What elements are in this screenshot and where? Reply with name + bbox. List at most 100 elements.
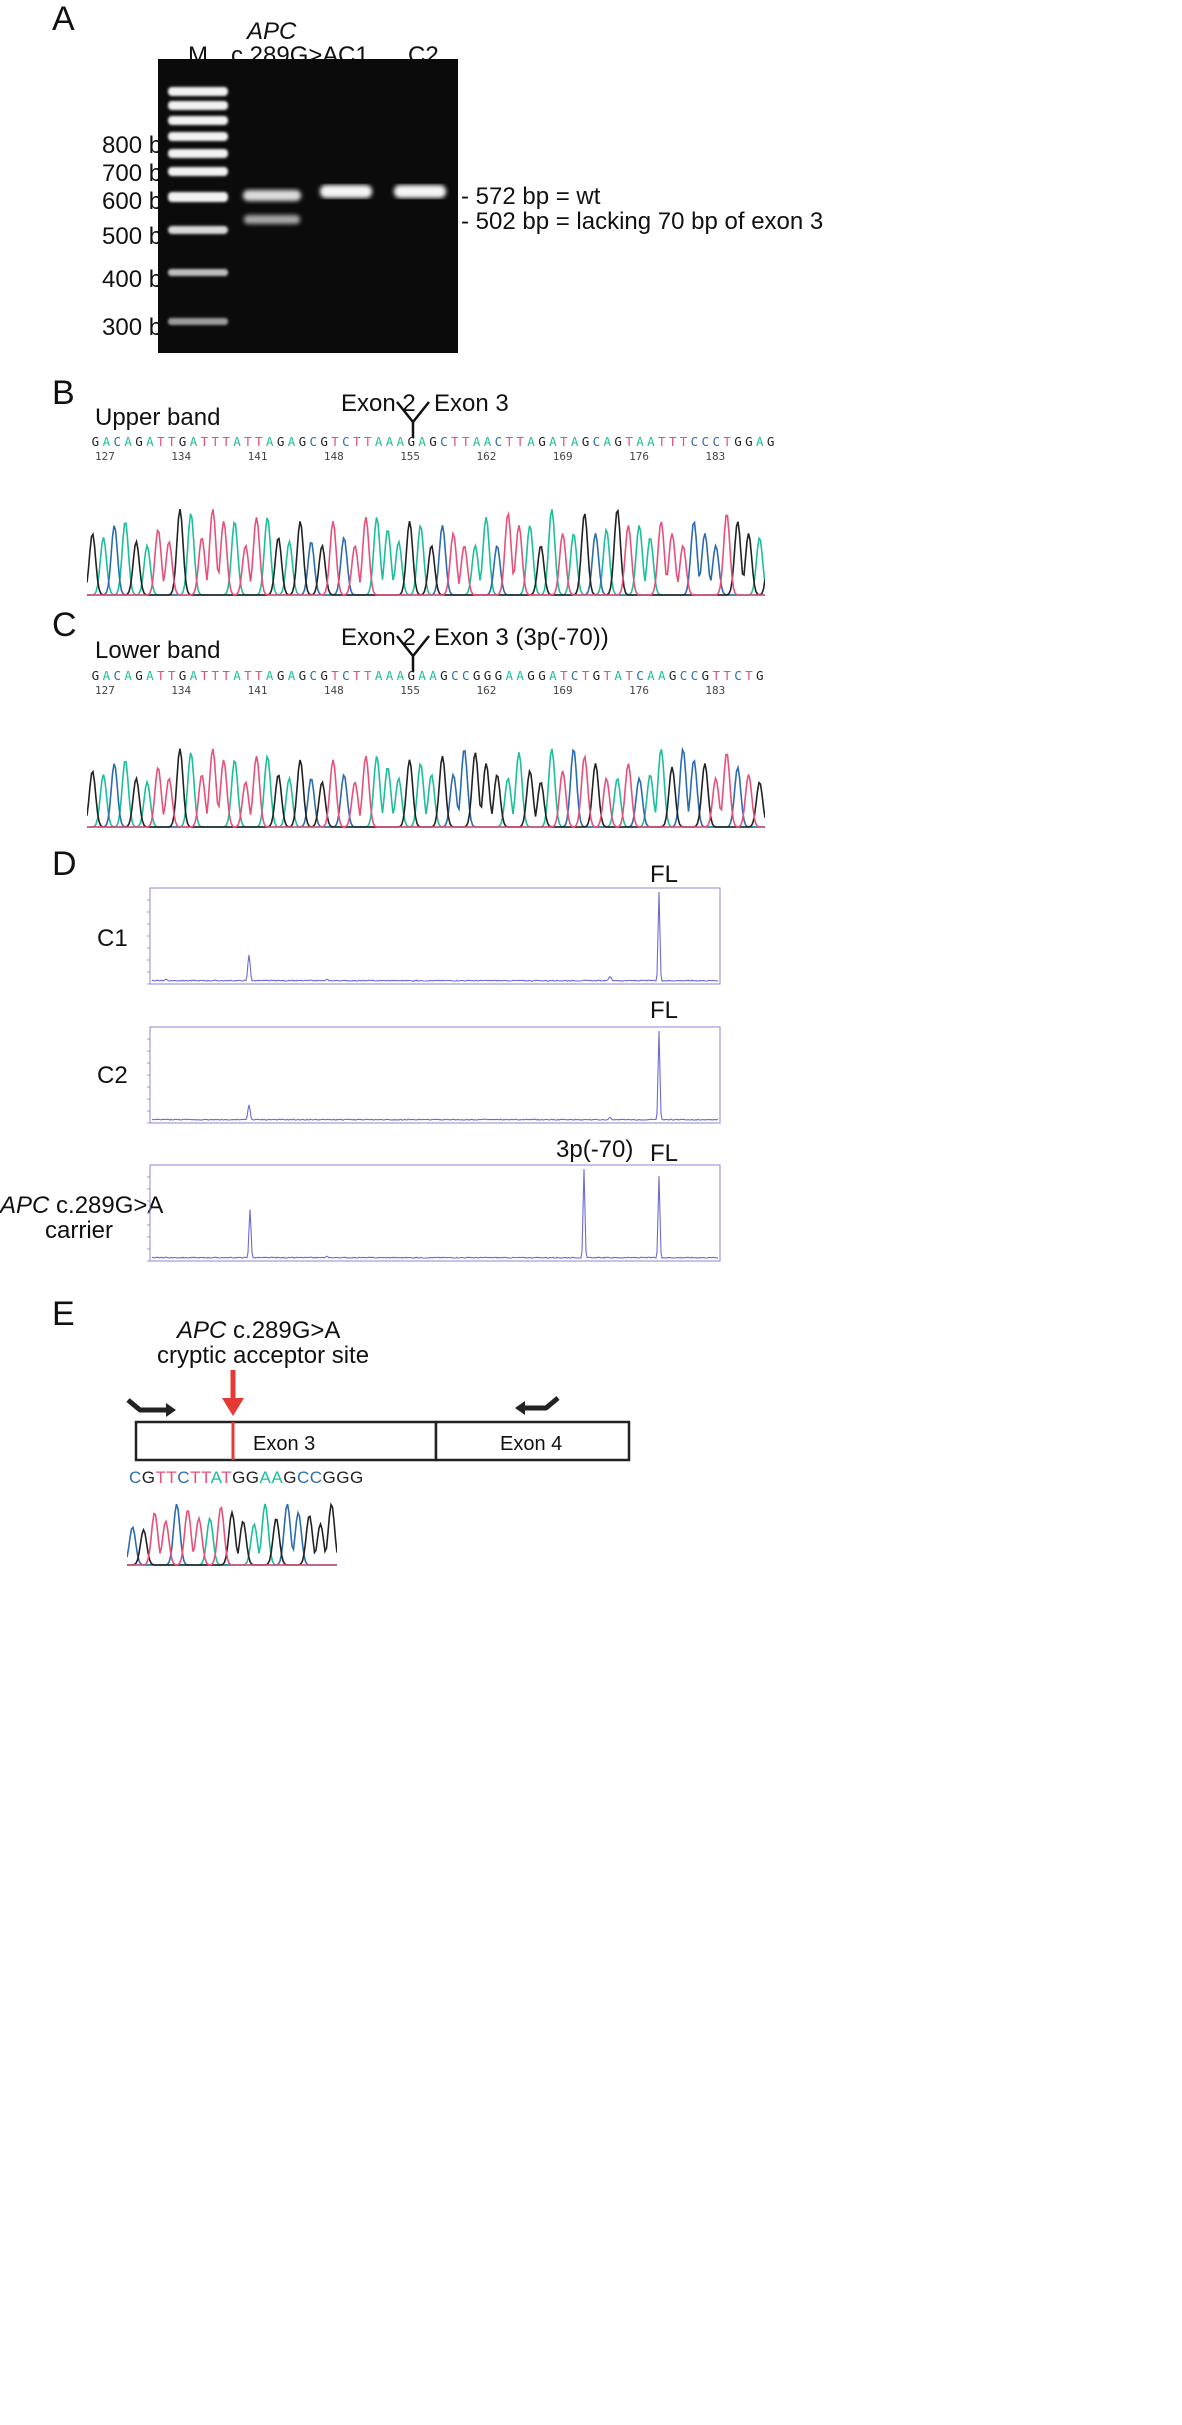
base-letter: T [363,434,372,449]
band-lacking-label: - 502 bp = lacking 70 bp of exon 3 [461,208,824,235]
base-letter: T [157,434,165,449]
d-row1-label: C1 [97,925,128,952]
base-letter: G [135,434,143,449]
base-letter: T [668,434,677,449]
capillary-trace-c1 [147,887,721,985]
d-row3-3p-label: 3p(-70) [556,1136,634,1163]
base-letter: C [592,434,601,449]
base-letter: T [461,434,470,449]
position-number: 134 [171,684,192,697]
base-letter: A [102,668,111,683]
d-row2-fl-label: FL [650,997,679,1024]
base-letter: G [538,668,546,683]
base-letter: T [200,434,209,449]
base-letter: G [440,668,448,683]
base-letter: C [690,668,699,683]
trace-frame [149,1164,721,1262]
base-letter: T [516,434,524,449]
base-letter: C [690,434,699,449]
base-letter: G [245,1468,260,1487]
base-letter: G [734,434,742,449]
base-letter: T [559,668,568,683]
base-letter: T [255,434,263,449]
apc-lane-bands [243,190,301,224]
trace-line [151,1030,718,1121]
sequence-e: CGTTCTTATGGAAGCCGGG [129,1468,364,1488]
d-row3-label-line2: carrier [45,1217,114,1244]
trace-line [151,891,719,982]
base-letter: G [320,668,328,683]
base-letter: T [167,434,176,449]
chromatogram-c [87,746,765,828]
base-letter: G [407,434,416,449]
panel-e-letter: E [52,1295,75,1333]
base-letter: G [276,668,285,683]
d-row1-fl-label: FL [650,861,679,888]
panel-c-letter: C [52,606,77,644]
base-letter: T [712,668,720,683]
base-letter: T [745,668,753,683]
position-number: 134 [171,450,192,463]
base-letter: C [296,1468,310,1487]
base-letter: C [440,434,448,449]
base-letter: T [255,668,263,683]
position-number: 162 [476,684,497,697]
base-letter: T [200,668,209,683]
base-letter: T [244,434,252,449]
base-letter: A [647,668,655,683]
position-number: 169 [552,450,573,463]
base-letter: T [353,668,361,683]
base-letter: A [472,434,481,449]
base-letter: A [287,668,296,683]
base-letter: C [494,434,503,449]
ladder-bands [168,87,228,325]
position-number: 127 [95,684,115,697]
base-letter: G [91,434,100,449]
base-letter: C [177,1468,191,1487]
base-letter: G [614,434,622,449]
base-letter: A [233,668,241,683]
base-letter: C [342,668,350,683]
base-letter: G [349,1468,364,1487]
base-letter: A [570,434,579,449]
base-letter: A [259,1468,272,1487]
base-letter: C [113,434,121,449]
base-letter: C [309,668,318,683]
trace-t [87,509,765,596]
trace-g [127,1502,337,1566]
base-letter: T [222,434,230,449]
base-letter: T [625,668,633,683]
base-letter: G [407,668,416,683]
base-letter: T [211,668,219,683]
positions-b: 127 134 141 148 155 162 169 176 183 [90,450,770,466]
base-letter: G [320,434,328,449]
base-letter: T [155,1468,167,1487]
base-letter: A [124,434,132,449]
base-letter: G [283,1468,297,1487]
base-letter: T [353,434,361,449]
trace-g [87,508,765,596]
base-letter: G [756,668,764,683]
exon2-label-c: Exon 2 [341,624,416,651]
base-letter: A [418,434,426,449]
base-letter: A [385,434,394,449]
base-letter: C [129,1468,142,1487]
base-letter: C [461,668,470,683]
base-letter: A [189,434,198,449]
upper-band-label: Upper band [95,404,221,431]
base-letter: T [363,668,372,683]
e-title-variant: c.289G>A [233,1317,341,1344]
exon3-label-c: Exon 3 (3p(-70)) [434,624,609,651]
base-letter: T [167,668,176,683]
chromatogram-e [127,1502,337,1566]
base-letter: C [701,434,710,449]
position-number: 169 [552,684,573,697]
base-letter: A [102,434,111,449]
base-letter: C [679,668,688,683]
base-letter: G [298,434,307,449]
d-row3-variant: c.289G>A [56,1192,164,1219]
positions-c: 127 134 141 148 155 162 169 176 183 [90,684,770,700]
base-letter: T [221,1468,233,1487]
base-letter: A [756,434,764,449]
